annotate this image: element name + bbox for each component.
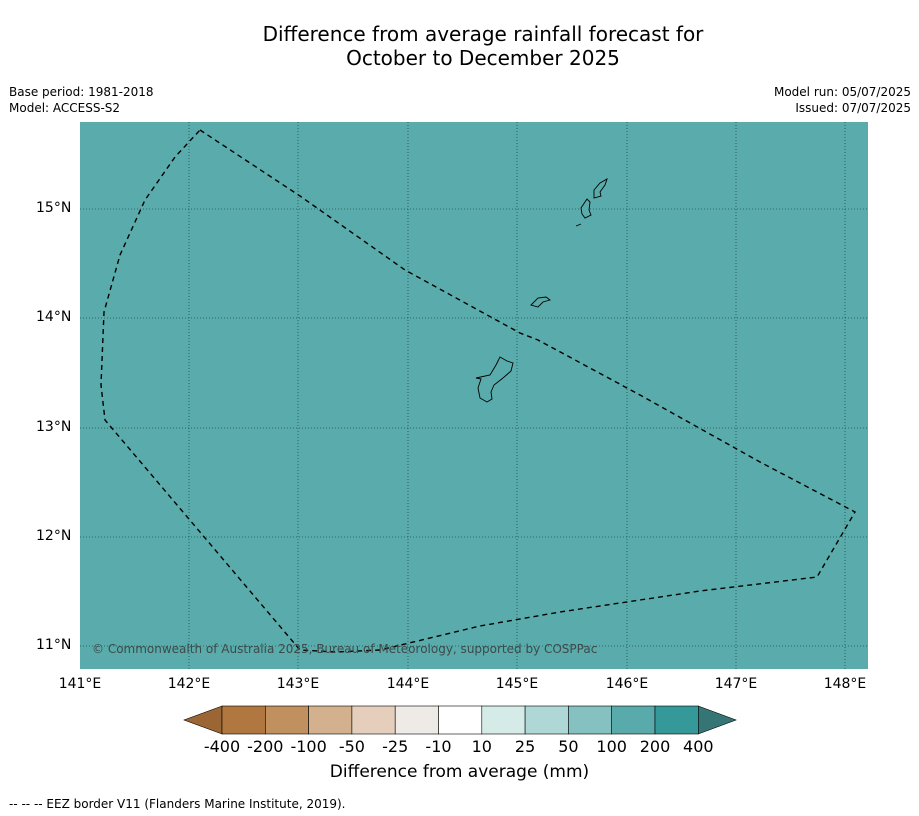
lat-label-12: 12°N <box>36 528 72 544</box>
lon-label-144: 144°E <box>386 676 430 692</box>
lon-label-145: 145°E <box>495 676 539 692</box>
colorbar-segment <box>221 705 266 735</box>
island-saipan <box>593 178 608 199</box>
lat-label-15: 15°N <box>36 200 72 216</box>
map-title: Difference from average rainfall forecas… <box>0 22 919 70</box>
lat-label-14: 14°N <box>36 309 72 325</box>
colorbar-extend-high <box>697 705 737 735</box>
colorbar-extend-low <box>183 705 223 735</box>
title-line-1: Difference from average rainfall forecas… <box>262 22 704 46</box>
meta-left: Base period: 1981-2018 Model: ACCESS-S2 <box>9 84 154 116</box>
colorbar-tick-label: -10 <box>425 737 452 756</box>
island-tinian <box>580 198 592 219</box>
lon-label-148: 148°E <box>823 676 867 692</box>
colorbar-segment <box>264 705 309 735</box>
colorbar-segment <box>481 705 526 735</box>
colorbar-tick-label: 200 <box>639 737 671 756</box>
meta-right: Model run: 05/07/2025 Issued: 07/07/2025 <box>774 84 911 116</box>
colorbar-tick-label: -100 <box>290 737 327 756</box>
island-rota <box>530 296 551 308</box>
map-background <box>80 122 868 669</box>
lon-label-147: 147°E <box>714 676 758 692</box>
colorbar-tick-label: -200 <box>247 737 284 756</box>
colorbar-tick-label: -50 <box>338 737 365 756</box>
colorbar-segment <box>308 705 353 735</box>
graticule <box>80 122 868 669</box>
colorbar-title: Difference from average (mm) <box>329 762 590 782</box>
model-run: Model run: 05/07/2025 <box>773 85 911 99</box>
islands <box>475 178 608 403</box>
island-guam <box>475 356 514 403</box>
colorbar-segment <box>438 705 483 735</box>
footer-note: -- -- -- EEZ border V11 (Flanders Marine… <box>9 797 346 811</box>
colorbar <box>183 705 737 735</box>
lat-label-13: 13°N <box>36 419 72 435</box>
island-aguijan <box>575 223 582 227</box>
lon-label-141: 141°E <box>58 676 102 692</box>
colorbar-segment <box>524 705 569 735</box>
colorbar-segment <box>568 705 613 735</box>
colorbar-tick-label: 10 <box>471 737 492 756</box>
colorbar-tick-label: 25 <box>514 737 536 756</box>
colorbar-tick-label: -25 <box>382 737 409 756</box>
lat-label-11: 11°N <box>36 637 72 653</box>
eez-border <box>100 129 856 653</box>
colorbar-tick-label: 100 <box>596 737 627 756</box>
title-line-2: October to December 2025 <box>346 46 620 70</box>
lon-label-142: 142°E <box>167 676 211 692</box>
colorbar-segment <box>611 705 656 735</box>
model-name: Model: ACCESS-S2 <box>9 101 121 115</box>
lon-label-143: 143°E <box>276 676 320 692</box>
colorbar-segment <box>351 705 396 735</box>
colorbar-segment <box>394 705 439 735</box>
issued-date: Issued: 07/07/2025 <box>795 101 911 115</box>
copyright-notice: © Commonwealth of Australia 2025, Bureau… <box>92 642 598 656</box>
colorbar-tick-label: -400 <box>203 737 241 756</box>
base-period: Base period: 1981-2018 <box>9 85 154 99</box>
lon-label-146: 146°E <box>605 676 649 692</box>
colorbar-tick-label: 50 <box>558 737 579 756</box>
colorbar-segment <box>654 705 699 735</box>
colorbar-tick-label: 400 <box>683 737 714 756</box>
